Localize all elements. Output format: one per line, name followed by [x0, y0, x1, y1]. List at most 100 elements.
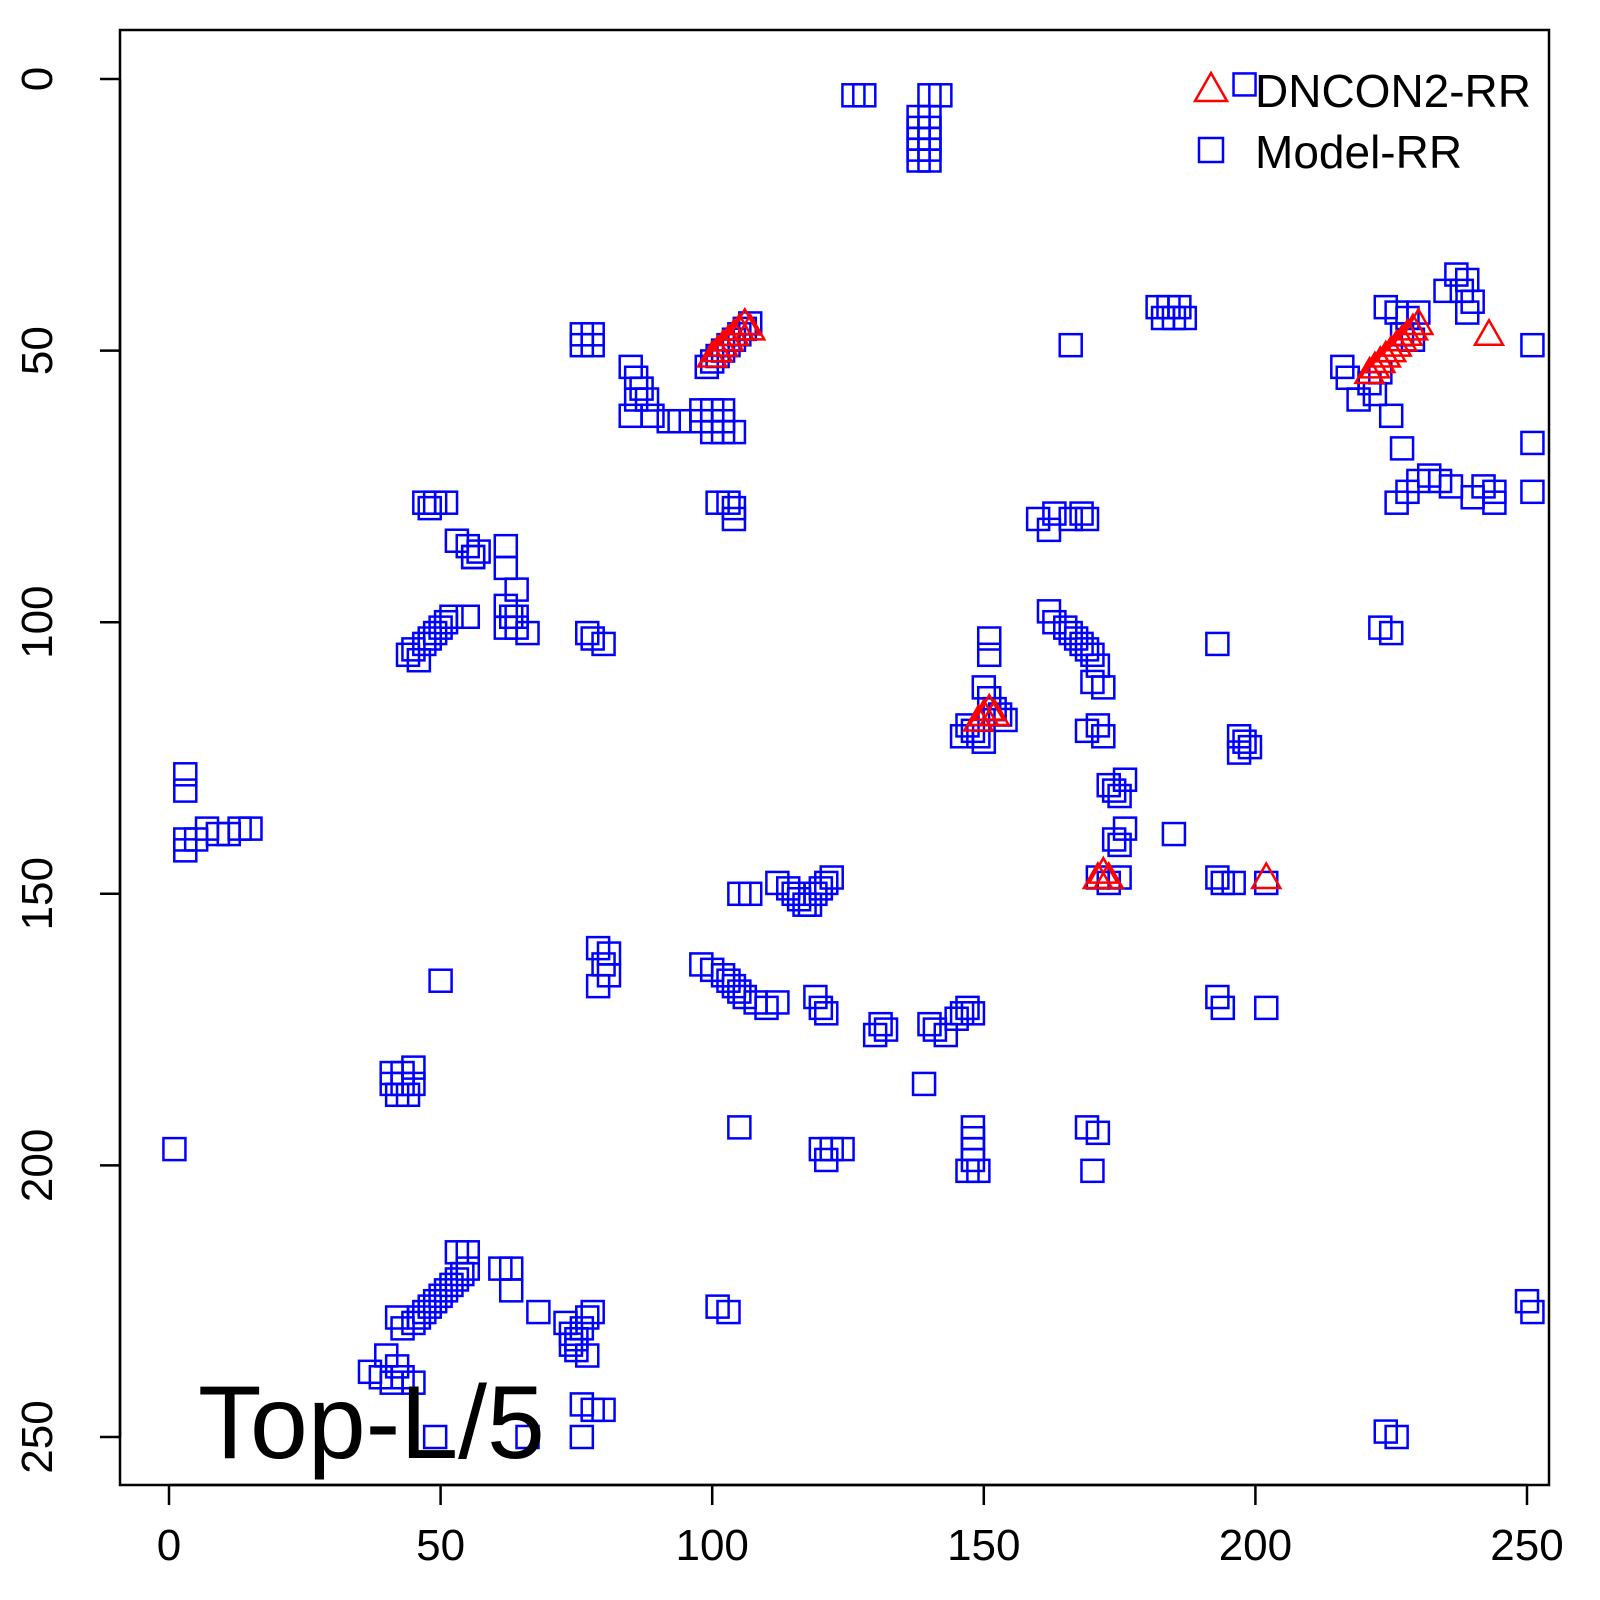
- model-rr-point: [721, 506, 747, 532]
- model-rr-point: [1482, 490, 1507, 515]
- model-rr-point: [1520, 1299, 1545, 1325]
- x-tick-label: 100: [675, 1521, 748, 1570]
- model-rr-point: [960, 1001, 986, 1026]
- model-rr-point: [384, 1354, 410, 1379]
- x-tick-label: 0: [157, 1521, 181, 1570]
- model-rr-point: [591, 631, 616, 657]
- dncon2-rr-point: [1087, 855, 1120, 884]
- dncon2-rr-point: [734, 312, 767, 341]
- dncon2-rr-point: [1375, 334, 1408, 363]
- model-rr-point: [569, 1424, 595, 1450]
- model-rr-point: [433, 490, 459, 515]
- dncon2-rr-point: [1385, 323, 1419, 352]
- model-rr-point: [1091, 675, 1116, 700]
- model-rr-point: [727, 1115, 752, 1140]
- model-rr-point: [493, 533, 519, 559]
- model-rr-point: [716, 490, 741, 515]
- dncon2-rr-point: [1092, 860, 1125, 890]
- model-rr-point: [1520, 430, 1545, 456]
- model-rr-point: [852, 83, 877, 108]
- model-rr-point: [1520, 479, 1545, 505]
- chart-marks: [162, 72, 1545, 1450]
- dncon2-rr-point: [1380, 328, 1413, 357]
- model-rr-point: [455, 604, 481, 630]
- model-rr-point: [1091, 724, 1116, 749]
- model-rr-point: [439, 604, 464, 630]
- model-rr-point: [765, 990, 790, 1015]
- dncon2-rr-point: [1402, 306, 1435, 336]
- model-rr-point: [716, 1299, 741, 1325]
- dncon2-rr-point: [1369, 339, 1402, 368]
- model-rr-point: [1074, 506, 1100, 532]
- model-rr-point: [498, 1278, 524, 1303]
- y-tick-label: 250: [13, 1400, 62, 1473]
- model-rr-point: [1454, 300, 1480, 325]
- model-rr-point: [455, 1240, 481, 1265]
- model-rr-point: [395, 1082, 421, 1108]
- model-rr-point: [618, 403, 643, 429]
- model-rr-point: [640, 403, 665, 429]
- model-rr-point: [417, 495, 442, 521]
- model-rr-point: [1205, 865, 1230, 890]
- y-tick-label: 200: [13, 1129, 62, 1202]
- x-axis: 0 50 100 150 200 250: [157, 1483, 1564, 1570]
- model-rr-point: [1058, 332, 1083, 358]
- legend-label-dncon2: DNCON2-RR: [1255, 65, 1531, 117]
- y-tick-label: 0: [13, 67, 62, 91]
- model-rr-point: [173, 778, 198, 803]
- model-rr-point: [591, 1397, 616, 1423]
- x-tick-label: 150: [947, 1521, 1020, 1570]
- model-rr-point: [460, 544, 486, 570]
- model-rr-point: [575, 1343, 600, 1368]
- model-rr-point: [917, 148, 942, 173]
- dncon2-rr-point: [1472, 317, 1506, 347]
- model-rr-point: [466, 539, 491, 564]
- legend-label-model: Model-RR: [1255, 126, 1462, 178]
- dncon2-rr-point: [706, 328, 740, 357]
- model-rr-point: [575, 1305, 600, 1330]
- model-rr-point: [1042, 501, 1067, 526]
- model-rr-point: [1069, 501, 1094, 526]
- dncon2-rr-point: [978, 698, 1011, 727]
- model-rr-point: [515, 620, 540, 646]
- model-rr-point: [814, 1001, 839, 1026]
- model-rr-point: [238, 816, 263, 841]
- model-rr-point: [1221, 870, 1246, 896]
- dncon2-rr-point: [1391, 317, 1424, 347]
- model-rr-point: [976, 626, 1002, 651]
- model-rr-point: [1107, 832, 1132, 858]
- x-tick-label: 50: [416, 1521, 465, 1570]
- model-rr-point: [173, 762, 198, 787]
- dncon2-rr-point: [712, 323, 745, 352]
- model-rr-point: [808, 995, 834, 1021]
- model-rr-point: [955, 995, 980, 1021]
- dncon2-rr-point: [696, 339, 729, 368]
- legend: DNCON2-RR Model-RR: [1192, 65, 1531, 178]
- model-rr-point: [862, 1022, 888, 1048]
- dncon2-rr-point: [1396, 312, 1430, 341]
- model-rr-point: [1232, 72, 1257, 97]
- model-rr-point: [1036, 517, 1062, 543]
- model-rr-point: [1080, 1158, 1105, 1184]
- model-rr-point: [1112, 767, 1138, 792]
- model-rr-point: [1378, 620, 1404, 646]
- model-rr-point: [1161, 821, 1187, 847]
- model-rr-point: [976, 642, 1002, 668]
- dncon2-rr-point: [973, 692, 1006, 721]
- model-rr-point: [737, 881, 763, 907]
- y-tick-label: 50: [13, 326, 62, 375]
- x-tick-label: 200: [1219, 1521, 1292, 1570]
- model-rr-point: [911, 1071, 937, 1097]
- dncon2-rr-point: [1358, 350, 1392, 379]
- model-rr-point: [634, 387, 660, 412]
- top-l5-annotation: Top-L/5: [198, 1365, 545, 1481]
- model-rr-point: [162, 1136, 187, 1162]
- model-rr-point: [1112, 816, 1138, 841]
- plot-border: [118, 28, 1551, 1487]
- model-rr-point: [1378, 403, 1404, 429]
- model-rr-point: [721, 419, 747, 445]
- dncon2-rr-point: [1250, 860, 1283, 890]
- model-rr-point: [526, 1299, 551, 1325]
- legend-triangle-marker: [1192, 70, 1230, 103]
